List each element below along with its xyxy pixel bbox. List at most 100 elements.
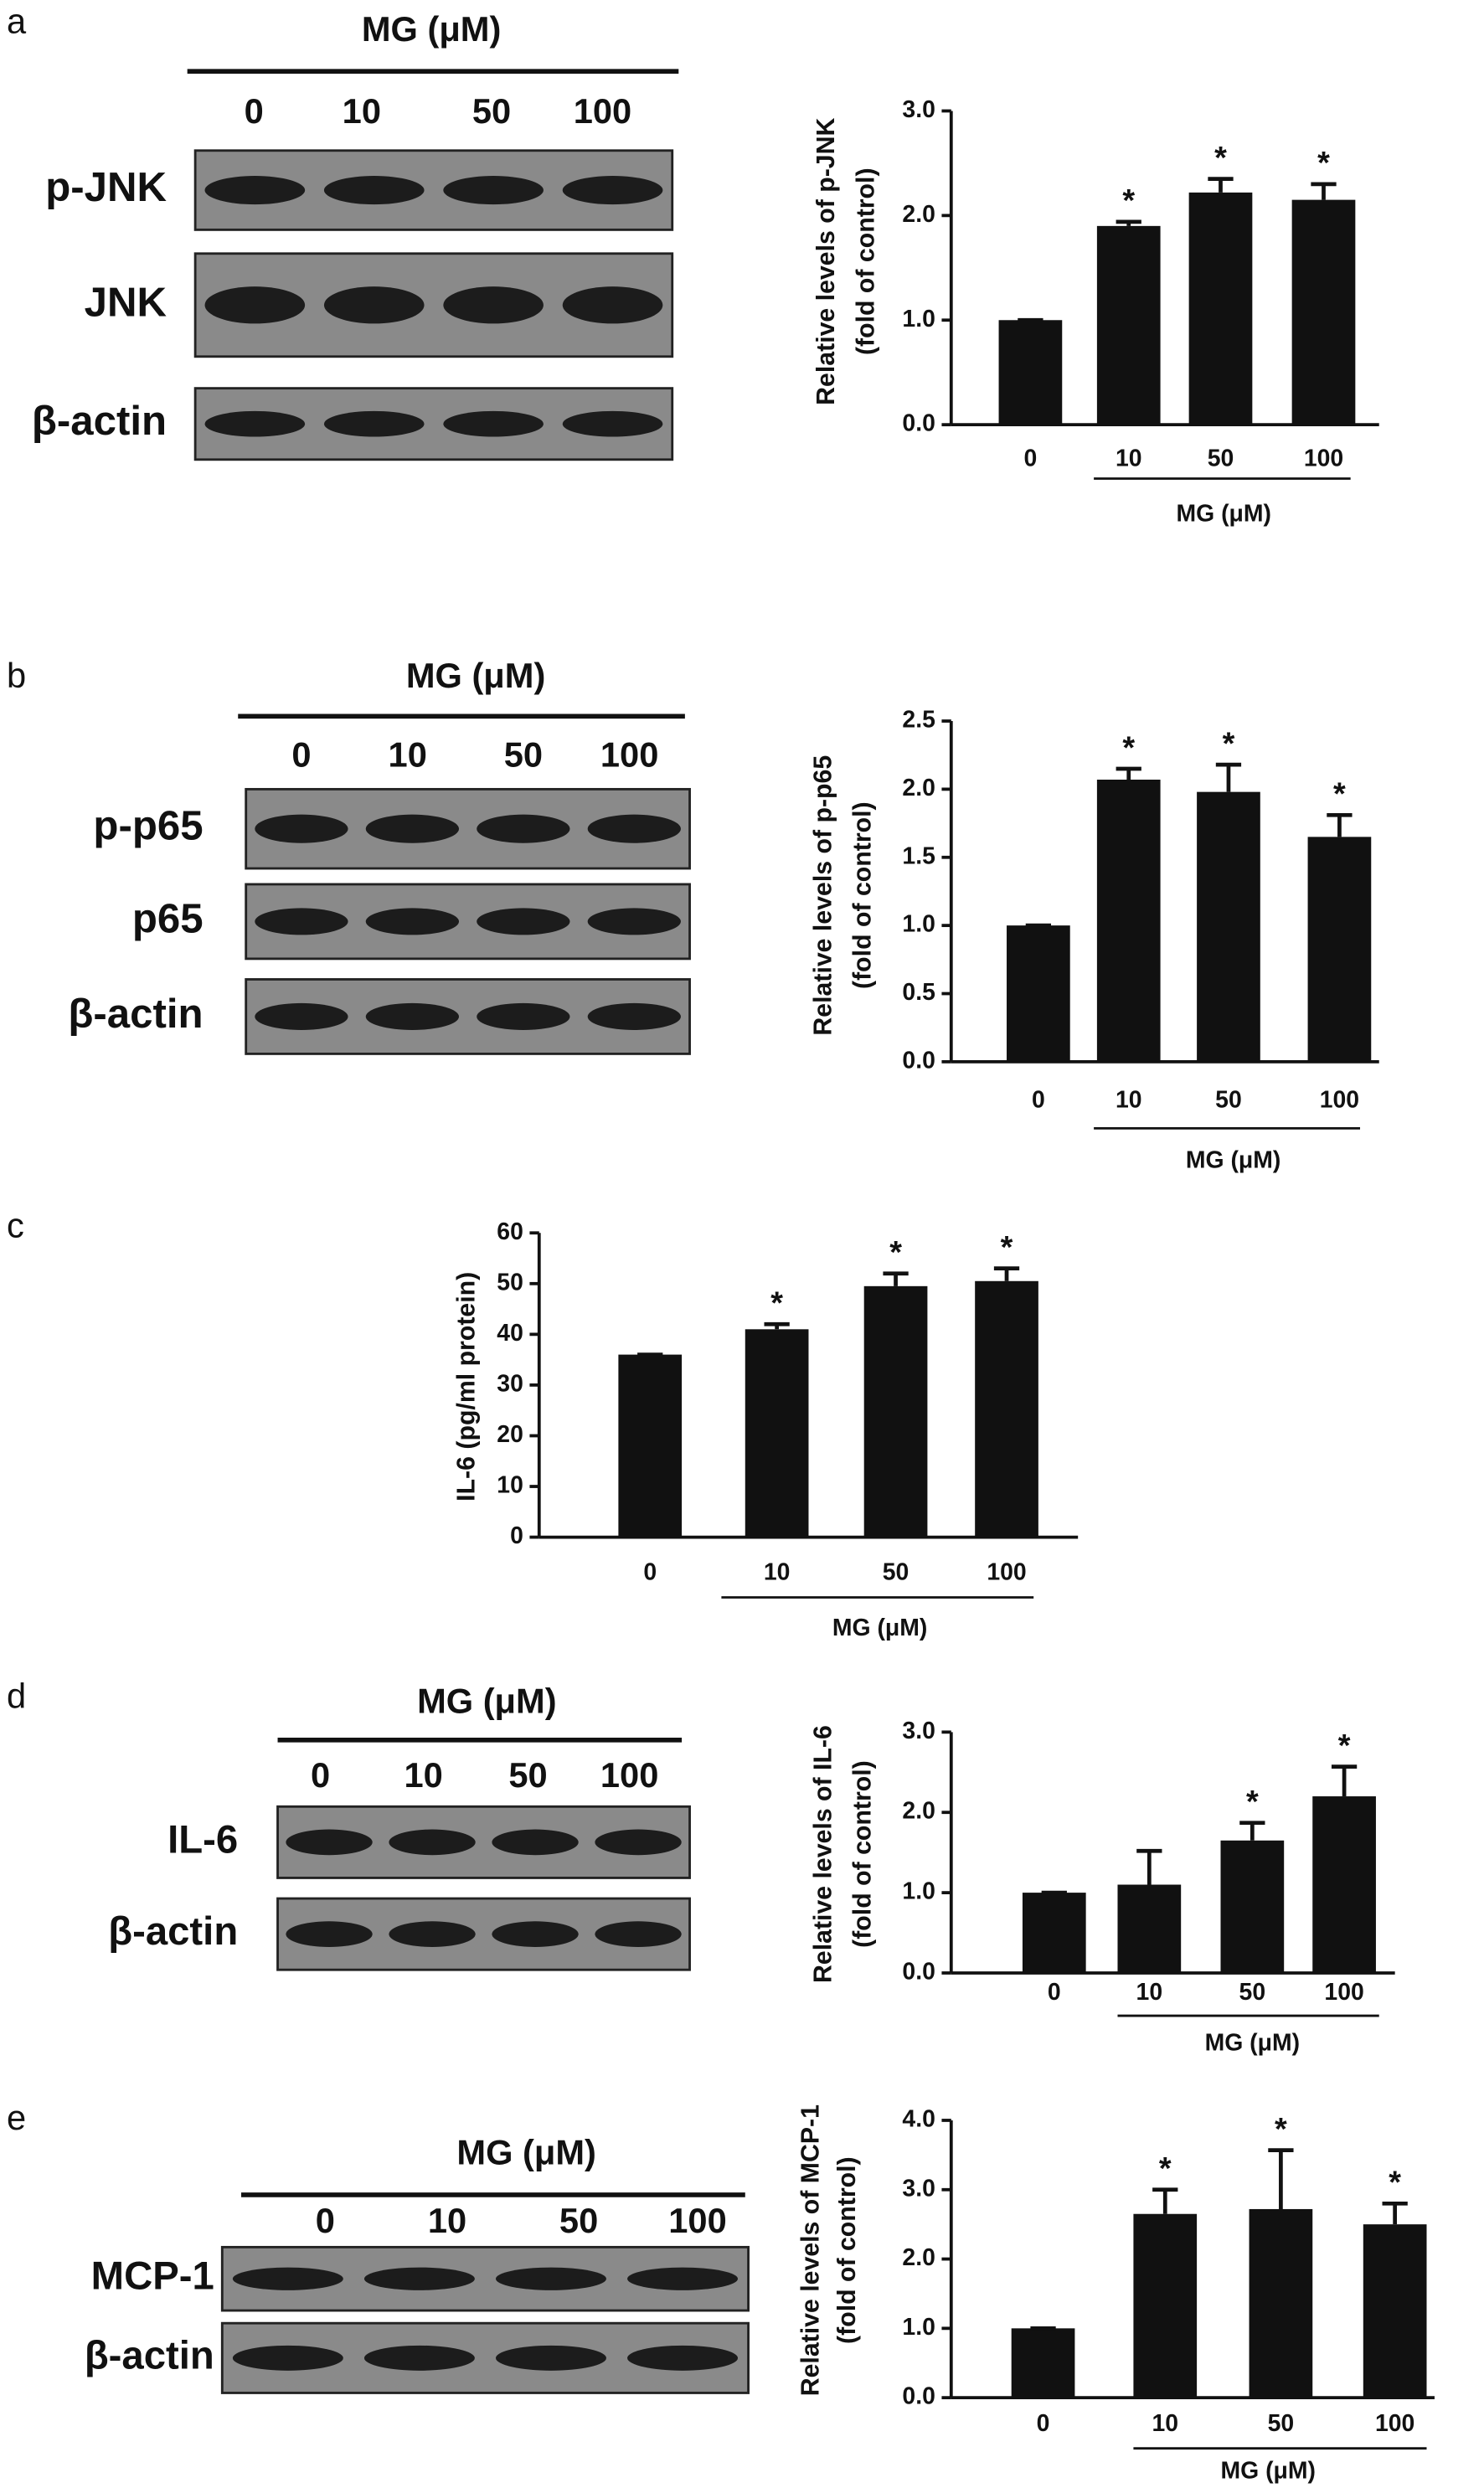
blot-band xyxy=(363,2267,475,2290)
lane-label: 10 xyxy=(428,2201,466,2240)
y-tick-label: 2.0 xyxy=(902,775,935,801)
x-tick-label: 100 xyxy=(1324,1979,1363,2006)
significance-marker: * xyxy=(770,1286,783,1321)
bar xyxy=(1363,2224,1427,2398)
error-bar xyxy=(1382,2201,1408,2225)
error-bar xyxy=(1208,177,1234,193)
blot-row-label: p65 xyxy=(132,895,204,941)
lane-label: 0 xyxy=(316,2201,335,2240)
x-tick-label: 0 xyxy=(643,1559,657,1586)
blot-band xyxy=(562,286,663,324)
bar xyxy=(745,1329,809,1538)
y-axis-label: Relative levels of p-p65 xyxy=(809,755,837,1036)
bar xyxy=(998,320,1063,425)
lane-label: 100 xyxy=(600,1755,658,1795)
blot-band xyxy=(492,1921,579,1947)
lane-label: 50 xyxy=(504,735,543,775)
y-axis-label: Relative levels of MCP-1 xyxy=(796,2104,824,2396)
significance-marker: * xyxy=(1122,183,1135,219)
blot-band xyxy=(286,1921,373,1947)
bar xyxy=(1096,225,1161,425)
lane-label: 50 xyxy=(472,91,511,131)
significance-marker: * xyxy=(1389,2166,1401,2201)
error-bar xyxy=(764,1321,790,1330)
y-tick-label: 0.0 xyxy=(902,1958,935,1985)
blot-band xyxy=(255,908,348,935)
lane-label: 10 xyxy=(389,735,427,775)
blot-band xyxy=(232,2267,343,2290)
panel-label: e xyxy=(7,2098,26,2137)
bar xyxy=(1011,2328,1075,2398)
blot-band xyxy=(204,410,306,437)
x-axis-label: MG (μM) xyxy=(1205,2030,1301,2057)
x-tick-label: 10 xyxy=(1152,2410,1178,2437)
blot-band xyxy=(204,286,306,324)
bar xyxy=(1312,1796,1376,1973)
blot-band xyxy=(587,814,681,843)
x-tick-label: 10 xyxy=(1116,1087,1142,1114)
panel-label: b xyxy=(7,656,26,695)
blot-row-label: β-actin xyxy=(32,398,167,444)
blot-header: MG (μM) xyxy=(417,1681,556,1720)
error-bar xyxy=(883,1271,909,1286)
blot-band xyxy=(255,814,348,843)
blot-band xyxy=(443,176,544,205)
x-tick-label: 100 xyxy=(1375,2410,1414,2437)
blot-band xyxy=(587,1002,681,1030)
x-axis-label: MG (μM) xyxy=(832,1615,928,1641)
x-tick-label: 0 xyxy=(1037,2410,1050,2437)
blot-band xyxy=(477,1002,570,1030)
lane-label: 100 xyxy=(574,91,631,131)
blot-row-label: β-actin xyxy=(108,1909,238,1954)
blot-band xyxy=(286,1829,373,1856)
error-bar xyxy=(1268,2148,1294,2209)
error-bar xyxy=(1327,812,1353,837)
bar xyxy=(1220,1840,1285,1973)
significance-marker: * xyxy=(1246,1785,1259,1820)
blot-band xyxy=(477,908,570,935)
blot-band xyxy=(323,176,425,205)
x-tick-label: 0 xyxy=(1032,1087,1045,1114)
x-tick-label: 100 xyxy=(987,1559,1026,1586)
y-tick-label: 50 xyxy=(497,1269,523,1296)
x-tick-label: 100 xyxy=(1320,1087,1359,1114)
blot-band xyxy=(323,286,425,324)
y-axis-label: Relative levels of IL-6 xyxy=(809,1725,837,1983)
y-axis-label: (fold of control) xyxy=(849,801,877,989)
x-tick-label: 50 xyxy=(1215,1087,1242,1114)
y-tick-label: 1.0 xyxy=(902,911,935,938)
panel-label: a xyxy=(7,1,27,40)
blot-band xyxy=(595,1829,682,1856)
x-tick-label: 50 xyxy=(1239,1979,1266,2006)
x-axis-label: MG (μM) xyxy=(1221,2458,1317,2485)
y-tick-label: 30 xyxy=(497,1370,523,1397)
y-tick-label: 0.0 xyxy=(902,410,935,437)
y-axis-label: (fold of control) xyxy=(849,1760,877,1948)
lane-label: 10 xyxy=(404,1755,442,1795)
bar xyxy=(863,1285,928,1538)
blot-band xyxy=(562,176,663,205)
blot-band xyxy=(365,814,460,843)
bar xyxy=(1007,925,1070,1062)
blot-band xyxy=(204,176,306,205)
blot-header: MG (μM) xyxy=(362,9,501,49)
x-tick-label: 0 xyxy=(1024,445,1038,471)
y-tick-label: 1.5 xyxy=(902,842,935,869)
bar xyxy=(1117,1884,1182,1973)
blot-band xyxy=(562,410,663,437)
blot-band xyxy=(232,2345,343,2371)
y-tick-label: 3.0 xyxy=(902,96,935,123)
bar xyxy=(1022,1893,1086,1973)
y-tick-label: 2.0 xyxy=(902,1798,935,1825)
significance-marker: * xyxy=(1159,2151,1172,2187)
lane-label: 100 xyxy=(600,735,658,775)
bar xyxy=(1307,837,1372,1062)
y-tick-label: 1.0 xyxy=(902,2314,935,2341)
y-tick-label: 10 xyxy=(497,1472,523,1499)
error-bar xyxy=(1152,2187,1178,2214)
significance-marker: * xyxy=(889,1235,902,1270)
error-bar xyxy=(1215,762,1242,792)
bar xyxy=(975,1280,1038,1538)
x-tick-label: 100 xyxy=(1304,445,1343,471)
y-tick-label: 0.0 xyxy=(902,1047,935,1074)
